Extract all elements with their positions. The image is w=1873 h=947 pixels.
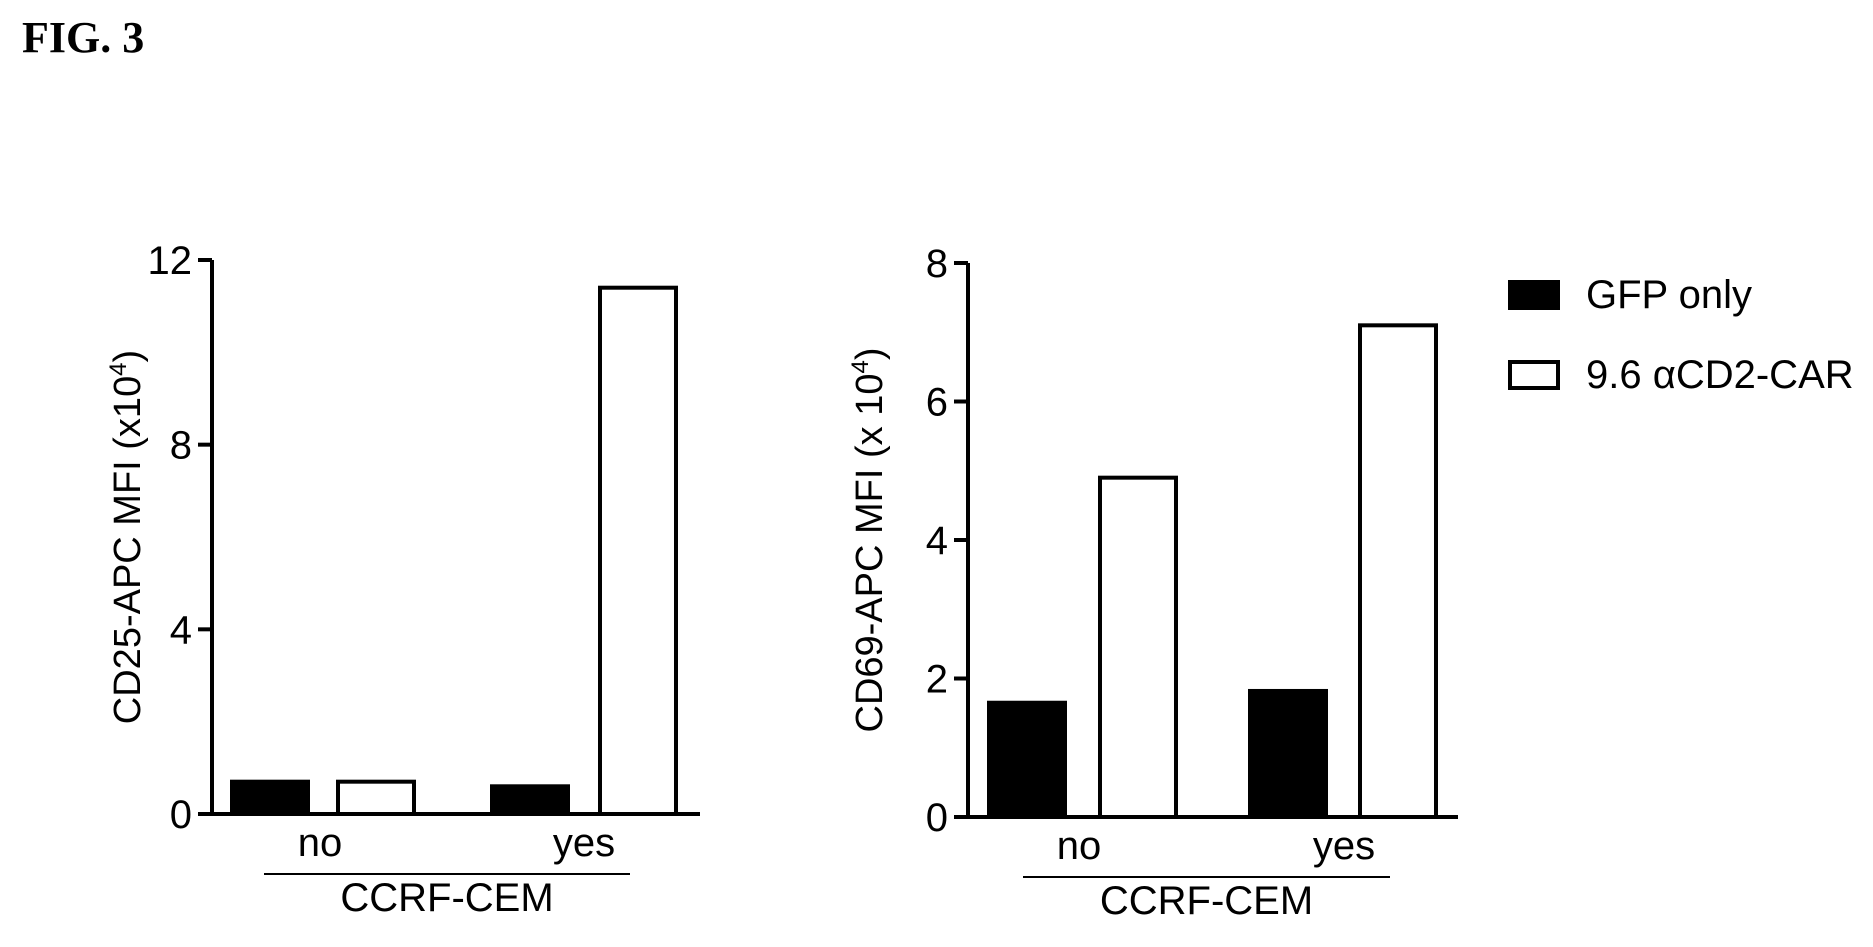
y-axis-label: CD25-APC MFI (x104) — [105, 350, 149, 724]
category-label-yes: yes — [1313, 824, 1375, 868]
bar-gfp-no — [230, 779, 310, 817]
legend-label-car: 9.6 αCD2-CAR — [1586, 353, 1854, 397]
legend: GFP only 9.6 αCD2-CAR — [1508, 273, 1854, 397]
y-tick-label: 6 — [926, 381, 948, 425]
legend-swatch-car — [1508, 360, 1560, 390]
y-axis-label: CD69-APC MFI (x 104) — [847, 348, 891, 733]
bar-car-yes — [1358, 323, 1438, 819]
y-tick-label: 0 — [170, 793, 192, 837]
legend-label-gfp: GFP only — [1586, 273, 1752, 317]
bar-gfp-yes — [490, 784, 570, 816]
bar-gfp-no — [987, 700, 1067, 819]
y-tick-label: 0 — [926, 796, 948, 840]
bar-car-no — [336, 779, 416, 817]
category-label-yes: yes — [553, 821, 615, 865]
y-tick-label: 4 — [170, 608, 192, 652]
bar-car-no — [1098, 475, 1178, 819]
category-label-no: no — [298, 821, 343, 865]
y-tick-label: 8 — [926, 242, 948, 286]
y-tick-label: 4 — [926, 519, 948, 563]
y-tick-label: 2 — [926, 658, 948, 702]
category-label-no: no — [1057, 824, 1102, 868]
bar-car-yes — [598, 285, 678, 816]
group-label: CCRF-CEM — [1100, 879, 1313, 923]
y-tick-label: 12 — [148, 239, 193, 283]
group-label: CCRF-CEM — [340, 876, 553, 920]
y-tick-label: 8 — [170, 424, 192, 468]
legend-swatch-gfp — [1508, 280, 1560, 310]
figure-label: FIG. 3 — [22, 13, 145, 62]
bar-gfp-yes — [1248, 688, 1328, 820]
